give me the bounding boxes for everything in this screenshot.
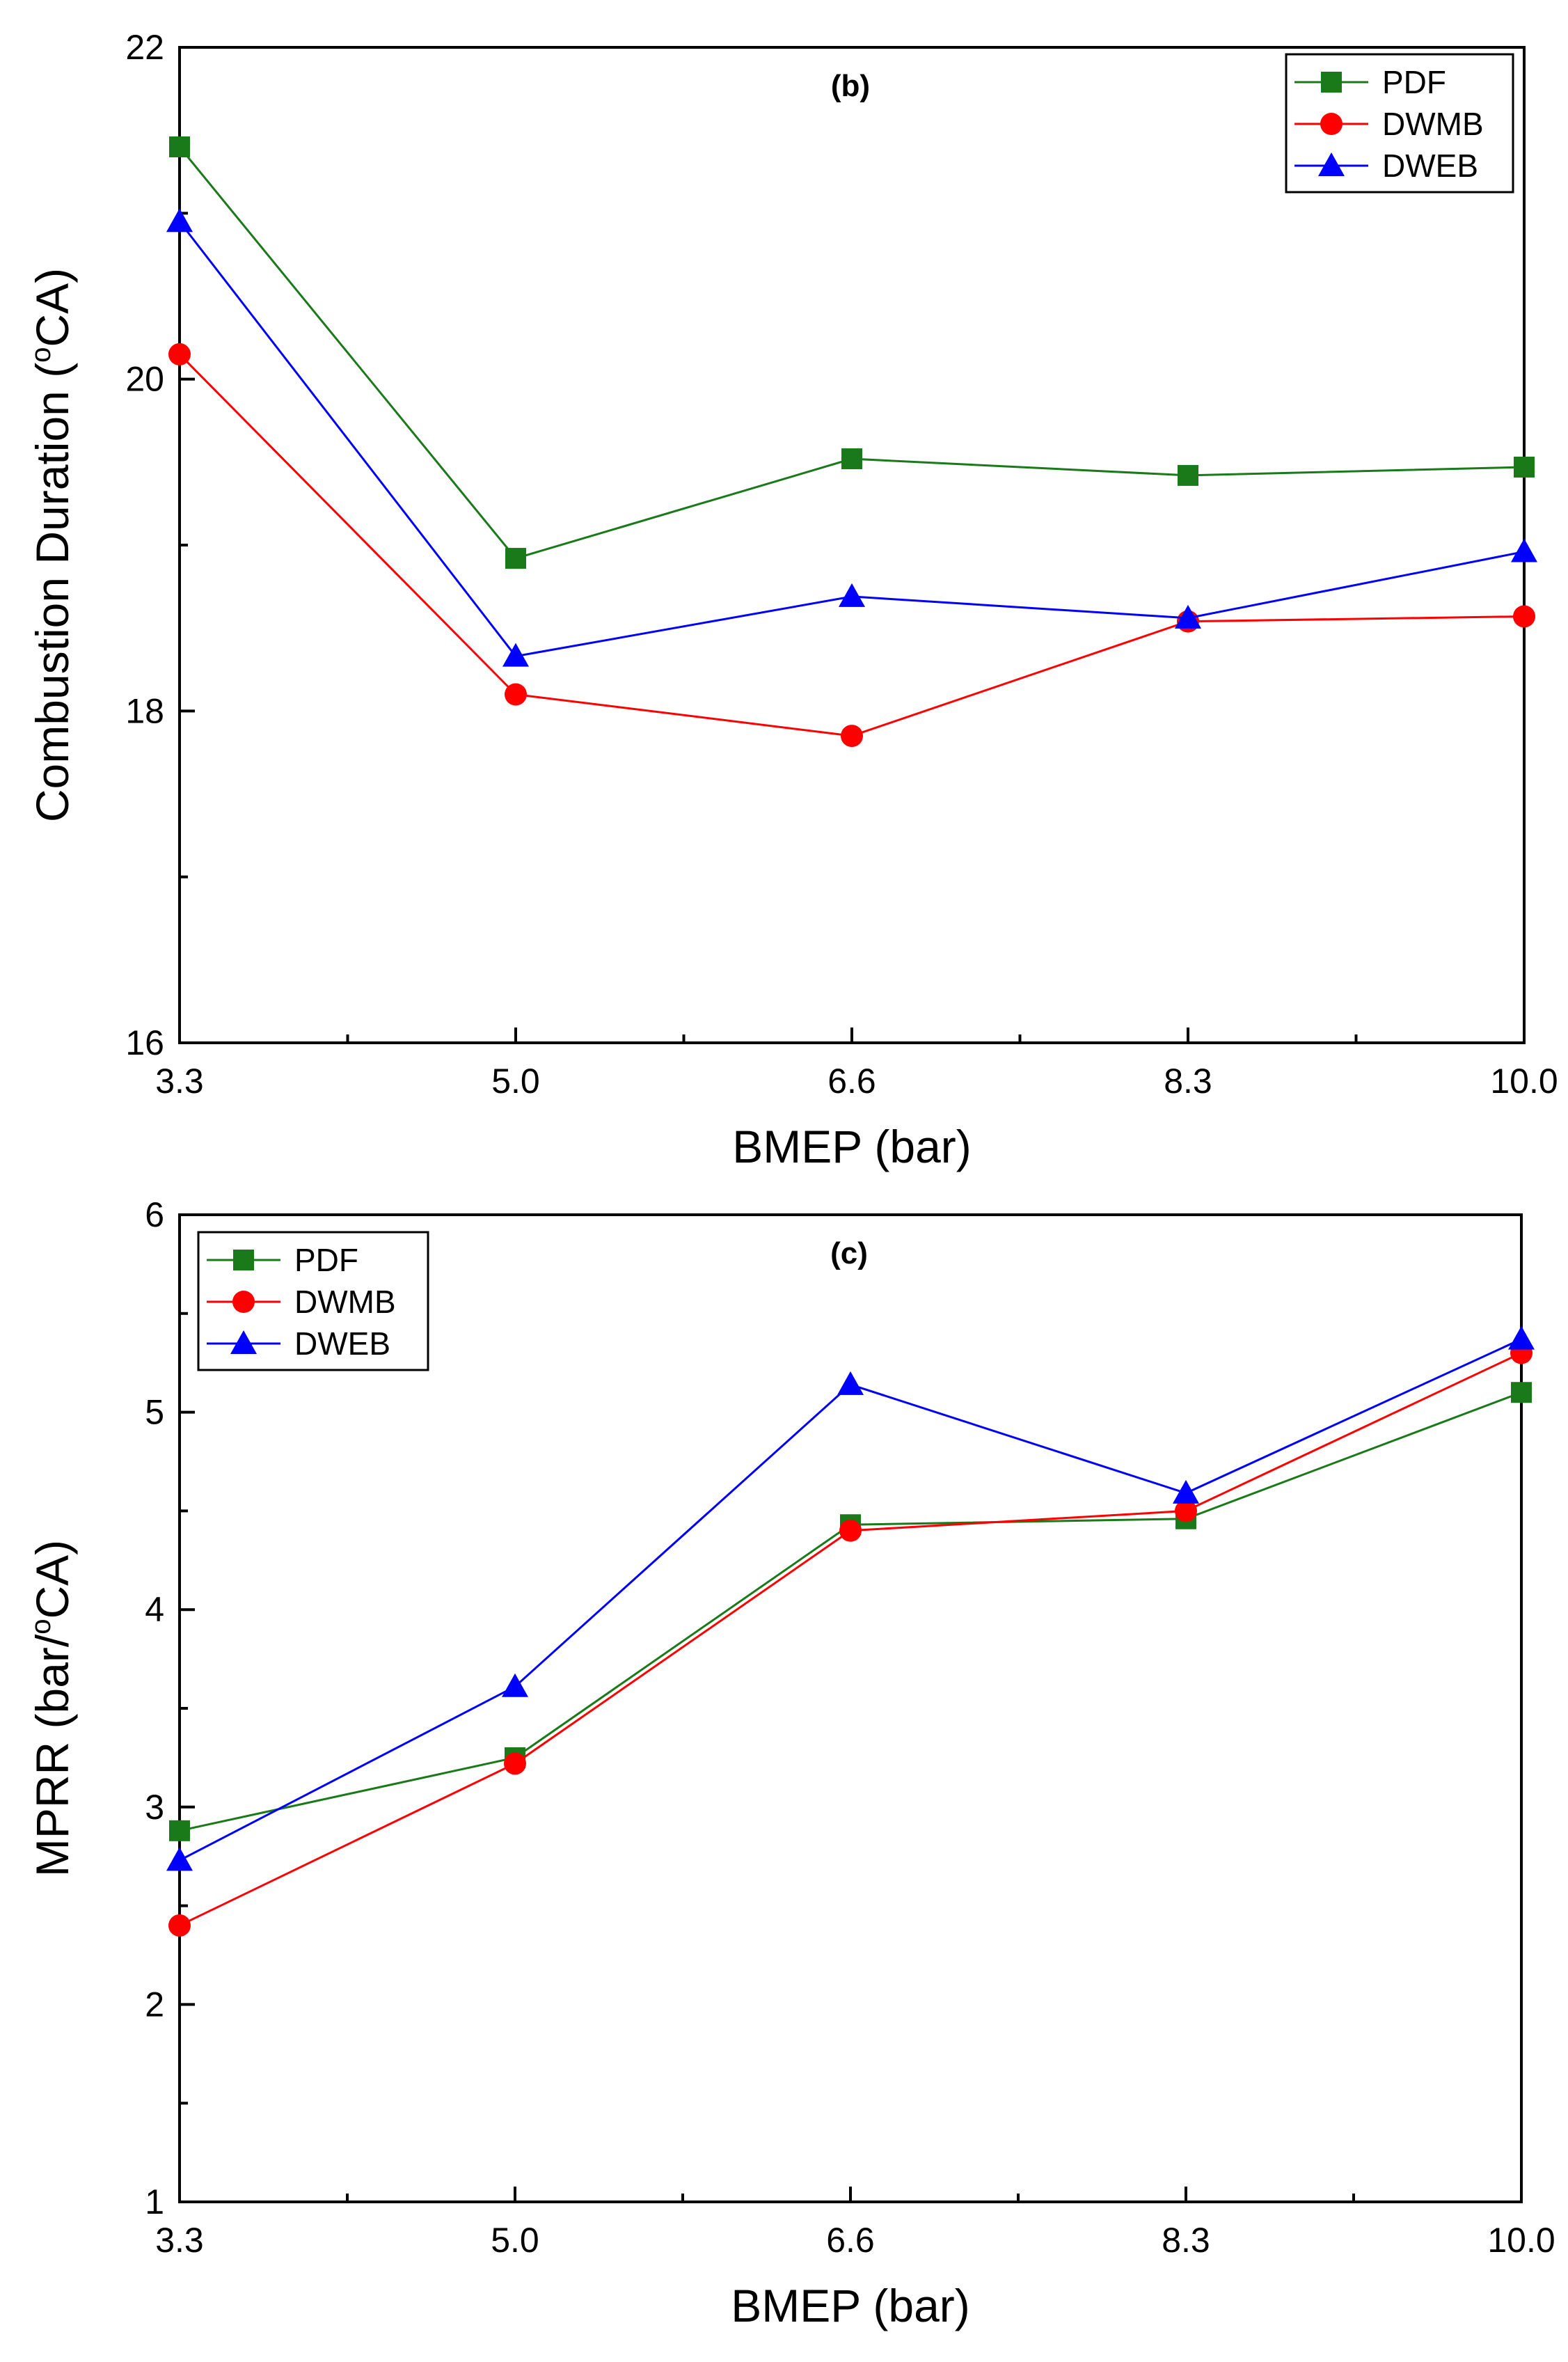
data-point-pdf (1514, 456, 1535, 478)
series-line-dwmb (179, 1352, 1522, 1927)
legend-marker-dwmb (232, 1291, 255, 1313)
data-point-dwmb (839, 1519, 862, 1542)
legend-label-dwmb: DWMB (1382, 106, 1484, 142)
x-axis-title: BMEP (bar) (731, 2280, 970, 2331)
x-tick-label: 3.3 (155, 2221, 204, 2260)
panel-label: (b) (831, 69, 870, 103)
data-point-dweb (837, 1371, 864, 1395)
data-point-pdf (505, 548, 526, 569)
series-line-pdf (179, 1391, 1522, 1832)
chart-panel-b: 3.3 5.0 6.6 8.3 10.0 16 18 20 22 BMEP (bar) Combus… (26, 28, 1558, 1172)
data-point-pdf (169, 136, 190, 157)
y-tick-label: 6 (145, 1195, 164, 1234)
x-tick-label: 5.0 (491, 1062, 540, 1101)
y-tick-label: 1 (145, 2182, 164, 2221)
legend-label-pdf: PDF (294, 1242, 358, 1278)
data-point-pdf (841, 448, 862, 470)
x-axis-title: BMEP (bar) (732, 1121, 972, 1172)
legend-marker-pdf (1321, 72, 1342, 93)
plot-frame (178, 46, 1526, 1044)
data-point-dwmb (505, 683, 527, 706)
y-tick-label: 20 (125, 360, 164, 399)
data-point-dwmb (1513, 605, 1535, 628)
series-line-dweb (179, 1338, 1522, 1861)
legend-label-dweb: DWEB (1382, 148, 1478, 184)
x-tick-label: 10.0 (1490, 1062, 1558, 1101)
legend-marker-dweb (230, 1330, 257, 1354)
series-line-pdf (178, 146, 1525, 560)
panel-label: (c) (830, 1236, 868, 1270)
y-tick-label: 5 (145, 1393, 164, 1432)
y-tick-label: 3 (145, 1788, 164, 1827)
y-tick-label: 2 (145, 1985, 164, 2024)
y-tick-label: 22 (125, 28, 164, 67)
x-tick-label: 8.3 (1162, 2221, 1210, 2260)
data-point-pdf (1511, 1382, 1532, 1403)
series-line-dwmb (178, 353, 1525, 737)
data-point-pdf (1178, 464, 1198, 486)
legend-label-pdf: PDF (1382, 64, 1446, 100)
y-axis-title: Combustion Duration (oCA) (26, 268, 78, 822)
data-point-dweb (1173, 1479, 1199, 1504)
legend-marker-pdf (233, 1250, 254, 1270)
legend: PDF DWMB DWEB (197, 1231, 429, 1371)
data-point-dwmb (168, 1914, 191, 1937)
x-tick-label: 6.6 (826, 2221, 875, 2260)
legend-marker-dweb (1318, 152, 1345, 176)
y-axis-title: MPRR (bar/oCA) (26, 1540, 78, 1877)
data-point-dweb (502, 1673, 528, 1697)
data-point-dweb (166, 208, 193, 233)
y-tick-label: 4 (145, 1590, 164, 1629)
x-tick-label: 5.0 (491, 2221, 539, 2260)
y-tick-label: 16 (125, 1023, 164, 1062)
data-point-dweb (1175, 604, 1201, 629)
data-point-pdf (169, 1820, 190, 1841)
data-point-dwmb (168, 343, 191, 365)
chart-panel-c: 3.3 5.0 6.6 8.3 10.0 1 2 3 4 5 6 BMEP (bar) MPRR (ba… (26, 1195, 1555, 2331)
data-point-dwmb (1175, 1499, 1197, 1522)
y-tick-label: 18 (125, 691, 164, 730)
legend-marker-dwmb (1320, 113, 1343, 135)
data-point-dweb (839, 583, 865, 607)
data-point-dwmb (841, 725, 863, 748)
data-point-dweb (1508, 1325, 1535, 1350)
x-tick-label: 3.3 (155, 1062, 204, 1101)
x-tick-label: 6.6 (827, 1062, 876, 1101)
x-tick-label: 10.0 (1487, 2221, 1555, 2260)
data-point-dweb (502, 643, 529, 667)
data-point-dwmb (504, 1752, 526, 1775)
data-point-dweb (166, 1847, 193, 1871)
legend-label-dwmb: DWMB (294, 1284, 396, 1320)
legend: PDF DWMB DWEB (1285, 53, 1514, 194)
data-point-dweb (1511, 538, 1537, 562)
x-tick-label: 8.3 (1164, 1062, 1212, 1101)
legend-label-dweb: DWEB (294, 1325, 390, 1362)
